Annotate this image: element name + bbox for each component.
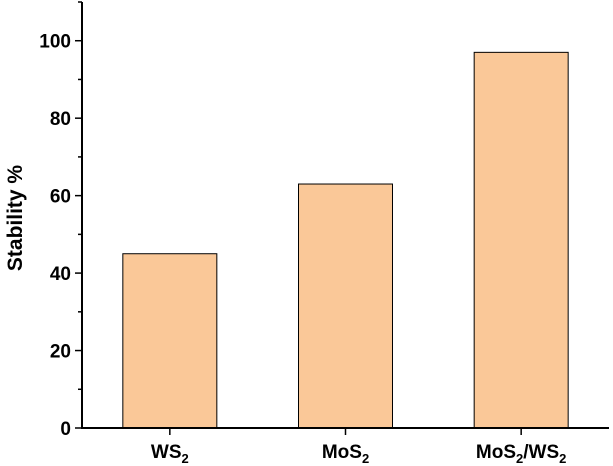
- y-axis-label: Stability %: [4, 165, 27, 272]
- y-tick-label: 0: [60, 419, 71, 440]
- x-tick-label: WS2: [151, 442, 189, 466]
- y-tick-label: 20: [50, 342, 71, 363]
- bar-0: [122, 253, 218, 429]
- x-tick-label: MoS2: [322, 442, 369, 466]
- y-tick-label: 80: [50, 109, 71, 130]
- y-ticks-group: 0 20 40 60 80 100: [39, 1, 82, 440]
- x-tick-label: MoS2/WS2: [476, 442, 566, 466]
- bars-group: [122, 51, 569, 429]
- y-tick-label: 60: [50, 187, 71, 208]
- y-tick-label: 40: [50, 264, 71, 285]
- bar-2: [473, 51, 569, 429]
- x-ticks-group: WS2 MoS2 MoS2/WS2: [151, 428, 566, 466]
- bar-1: [298, 183, 393, 429]
- y-tick-label: 100: [39, 32, 71, 53]
